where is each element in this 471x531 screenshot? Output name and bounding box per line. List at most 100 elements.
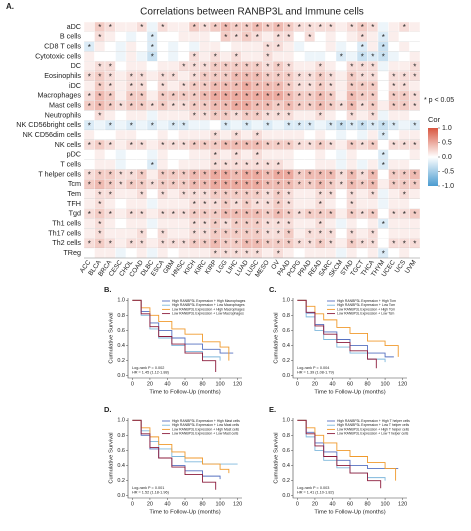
- significance-star: *: [382, 53, 385, 62]
- significance-star: *: [235, 161, 238, 170]
- x-axis-label: Time to Follow-Up (months): [314, 390, 385, 396]
- significance-star: *: [298, 141, 301, 150]
- heatmap-cell: [314, 129, 326, 141]
- significance-star: *: [298, 72, 301, 81]
- row-label: NK CD56bright cells: [16, 120, 81, 129]
- heatmap-cell: [115, 198, 127, 210]
- significance-star: *: [109, 82, 112, 91]
- heatmap-cell: [409, 149, 421, 160]
- significance-star: *: [245, 63, 248, 72]
- survival-curve: [132, 299, 230, 361]
- significance-star: *: [203, 72, 206, 81]
- heatmap-cell: [220, 41, 232, 52]
- panel-label: B.: [104, 285, 112, 294]
- heatmap-cell: [136, 61, 148, 72]
- y-tick-label: 0.4: [282, 463, 290, 469]
- heatmap-cell: [146, 188, 158, 200]
- significance-star: *: [277, 190, 280, 199]
- significance-star: *: [382, 43, 385, 52]
- legend-label: Low RANBP3L Expression + High Mast cells: [172, 427, 239, 431]
- y-tick-label: 0.6: [282, 328, 290, 334]
- significance-star: *: [319, 82, 322, 91]
- significance-star: *: [308, 240, 311, 249]
- heatmap-cell: [178, 228, 190, 239]
- significance-star: *: [245, 240, 248, 249]
- legend-label: Low RANBP3L Expression + High Tcm: [337, 307, 395, 311]
- significance-star: *: [88, 122, 91, 131]
- significance-star: *: [235, 190, 238, 199]
- axis-frame: [127, 418, 242, 499]
- significance-star: *: [98, 33, 101, 42]
- significance-star: *: [182, 102, 185, 111]
- significance-star: *: [130, 122, 133, 131]
- significance-star: *: [130, 141, 133, 150]
- significance-star: *: [235, 72, 238, 81]
- significance-star: *: [224, 230, 227, 239]
- heatmap-cell: [136, 149, 148, 160]
- significance-star: *: [172, 122, 175, 131]
- significance-star: *: [98, 220, 101, 229]
- y-tick-label: 1.0: [117, 418, 125, 424]
- heatmap-cell: [146, 208, 158, 219]
- significance-star: *: [203, 23, 206, 32]
- significance-star: *: [319, 23, 322, 32]
- x-tick-label: 100: [215, 501, 224, 507]
- heatmap-cell: [251, 51, 263, 62]
- significance-star: *: [161, 190, 164, 199]
- significance-star: *: [298, 102, 301, 111]
- significance-star: *: [182, 240, 185, 249]
- heatmap-cell: [304, 61, 316, 72]
- heatmap-cell: [146, 198, 158, 210]
- heatmap-cell: [157, 218, 169, 229]
- heatmap-cell: [335, 149, 347, 160]
- significance-star: *: [266, 112, 269, 121]
- survival-curve: [132, 299, 217, 372]
- x-tick-label: 0: [296, 501, 299, 507]
- heatmap-cell: [262, 31, 274, 42]
- significance-star: *: [403, 181, 406, 190]
- significance-star: *: [329, 141, 332, 150]
- significance-star: *: [235, 33, 238, 42]
- heatmap-cell: [125, 41, 137, 52]
- significance-star: *: [371, 72, 374, 81]
- significance-star: *: [172, 240, 175, 249]
- significance-star: *: [256, 102, 259, 111]
- significance-star: *: [203, 210, 206, 219]
- heatmap-cell: [388, 149, 400, 160]
- significance-star: *: [88, 171, 91, 180]
- heatmap-cell: [230, 41, 242, 52]
- legend-label: High RANBP3L Expression + High Tcm: [337, 299, 396, 303]
- significance-star: *: [403, 240, 406, 249]
- significance-star: *: [350, 181, 353, 190]
- heatmap-cell: [178, 129, 190, 141]
- heatmap-cell: [115, 41, 127, 52]
- heatmap-cell: [199, 129, 211, 141]
- heatmap-cell: [388, 129, 400, 141]
- significance-star: *: [413, 181, 416, 190]
- annotation: Log-rank P = 0.002: [132, 366, 164, 370]
- significance-star: *: [172, 72, 175, 81]
- heatmap-cell: [356, 218, 368, 229]
- significance-star: *: [203, 92, 206, 101]
- significance-star: *: [109, 63, 112, 72]
- heatmap-cell: [146, 70, 158, 82]
- significance-star: *: [256, 82, 259, 91]
- y-tick-label: 0.6: [117, 328, 125, 334]
- heatmap-cell: [157, 110, 169, 121]
- significance-star: *: [224, 82, 227, 91]
- significance-star: *: [182, 141, 185, 150]
- significance-star: *: [361, 171, 364, 180]
- significance-star: *: [235, 53, 238, 62]
- significance-star: *: [371, 171, 374, 180]
- heatmap-cell: [325, 129, 337, 141]
- row-label: Macrophages: [37, 91, 81, 100]
- heatmap-cell: [220, 51, 232, 62]
- heatmap-cell: [346, 159, 358, 170]
- heatmap-cell: [398, 159, 410, 170]
- row-label: DC: [71, 61, 81, 70]
- heatmap-cell: [314, 247, 326, 259]
- significance-star: *: [308, 171, 311, 180]
- heatmap-cell: [377, 110, 389, 121]
- significance-star: *: [319, 63, 322, 72]
